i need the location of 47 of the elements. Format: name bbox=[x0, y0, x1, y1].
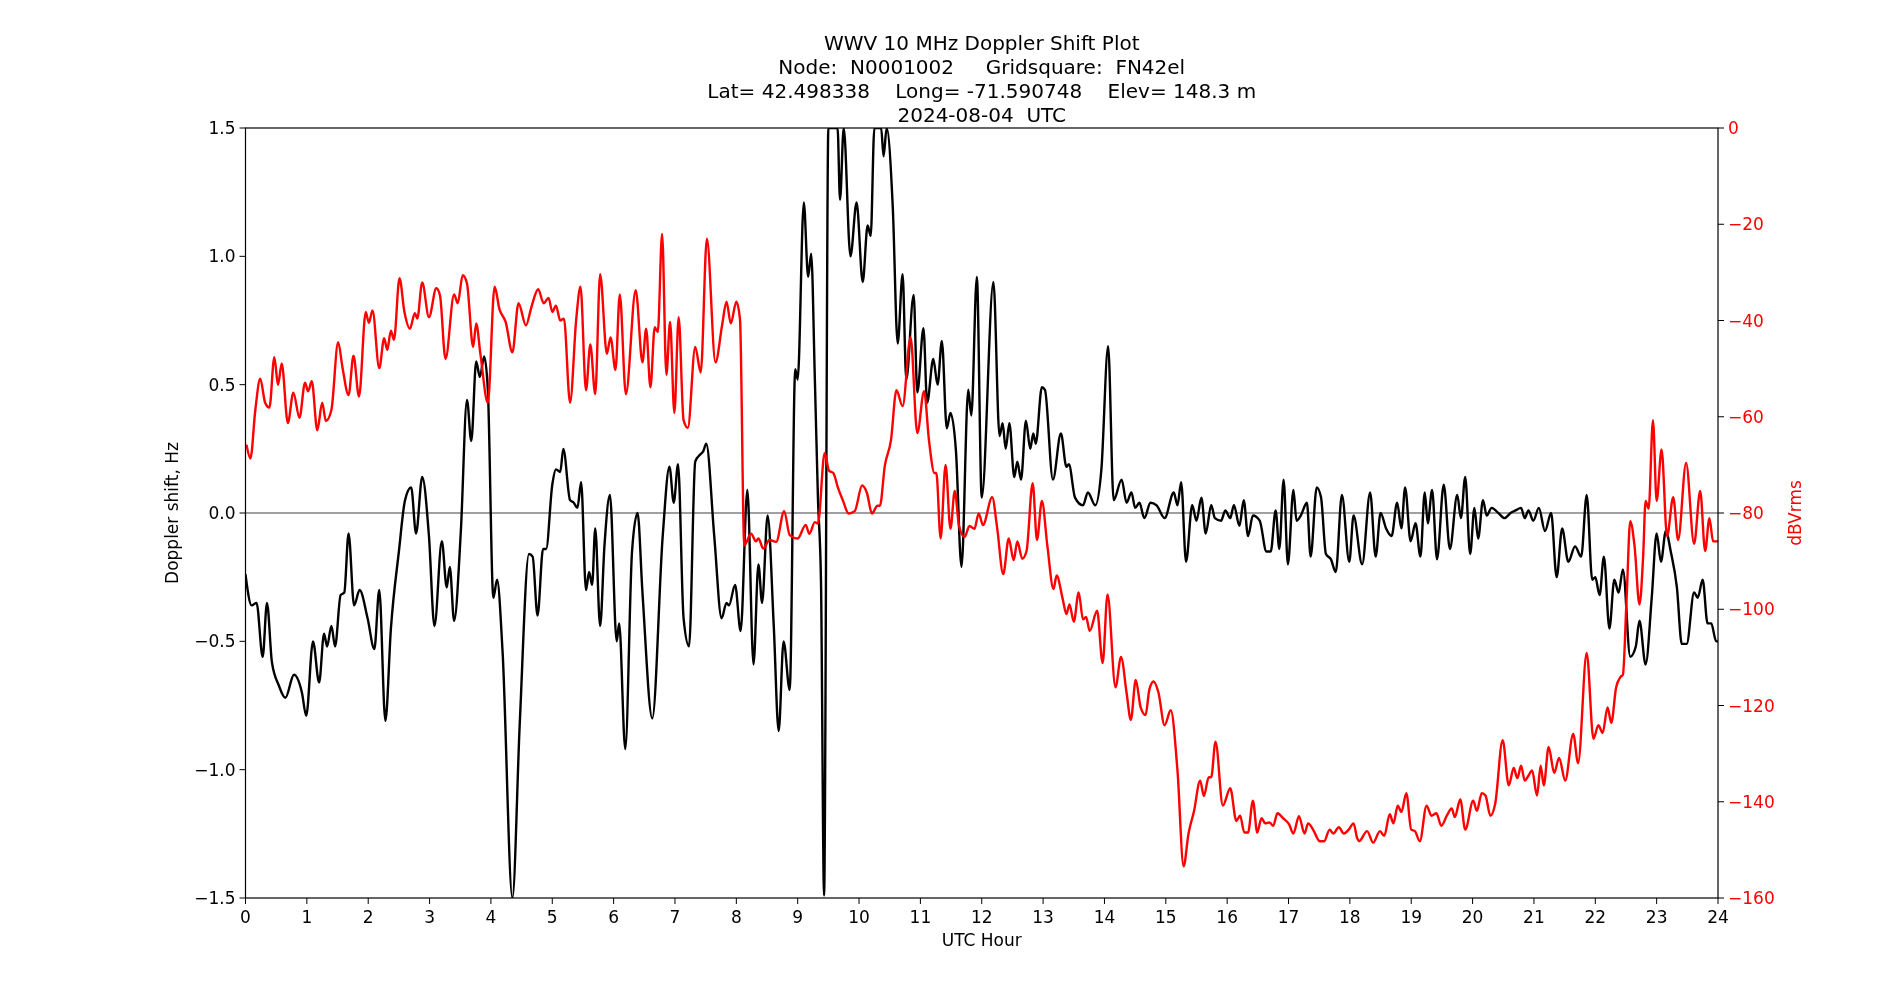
x-tick-label: 9 bbox=[792, 907, 804, 927]
y2-tick-label: 0 bbox=[1728, 118, 1739, 138]
x-tick-label: 16 bbox=[1216, 907, 1238, 927]
x-tick-label: 24 bbox=[1707, 907, 1729, 927]
y-tick-label: −1.0 bbox=[194, 759, 236, 780]
x-tick-label: 20 bbox=[1461, 907, 1484, 927]
x-tick-label: 2 bbox=[362, 907, 374, 927]
x-tick-label: 4 bbox=[485, 907, 497, 927]
x-tick-label: 15 bbox=[1154, 907, 1177, 927]
y-tick-label: 1.5 bbox=[208, 118, 236, 138]
x-tick-label: 12 bbox=[970, 907, 993, 927]
x-tick-label: 1 bbox=[301, 907, 313, 927]
y2-tick-label: −60 bbox=[1728, 406, 1764, 427]
x-tick-label: 11 bbox=[909, 907, 932, 927]
y2-tick-label: −20 bbox=[1728, 214, 1764, 235]
x-tick-label: 19 bbox=[1400, 907, 1423, 927]
y2-tick-label: −160 bbox=[1728, 888, 1775, 908]
x-tick-label: 8 bbox=[730, 907, 742, 927]
y2-axis-title: dBVrms bbox=[1785, 480, 1805, 546]
y2-tick-label: −120 bbox=[1728, 695, 1775, 716]
y-axis-title: Doppler shift, Hz bbox=[161, 441, 182, 584]
x-tick-label: 22 bbox=[1584, 907, 1607, 927]
y-tick-label: 0.0 bbox=[208, 503, 236, 523]
x-tick-label: 7 bbox=[669, 907, 681, 927]
x-tick-label: 14 bbox=[1093, 907, 1116, 927]
x-tick-label: 18 bbox=[1339, 907, 1361, 927]
y-tick-label: 0.5 bbox=[208, 374, 236, 395]
y2-tick-label: −40 bbox=[1728, 310, 1764, 331]
x-tick-label: 17 bbox=[1277, 907, 1300, 927]
y-tick-label: 1.0 bbox=[208, 246, 236, 267]
x-axis-title: UTC Hour bbox=[941, 930, 1022, 950]
chart-title: WWV 10 MHz Doppler Shift Plot bbox=[823, 31, 1140, 55]
y2-tick-label: −100 bbox=[1728, 599, 1775, 620]
x-tick-label: 23 bbox=[1645, 907, 1668, 927]
y-tick-label: −0.5 bbox=[194, 631, 236, 652]
y2-tick-label: −140 bbox=[1728, 791, 1775, 812]
x-tick-label: 5 bbox=[546, 907, 558, 927]
x-tick-label: 10 bbox=[848, 907, 870, 927]
line-series bbox=[245, 232, 1718, 868]
x-tick-label: 13 bbox=[1032, 907, 1054, 927]
x-tick-label: 3 bbox=[424, 907, 435, 927]
chart-subtitle: Node: N0001002 Gridsquare: FN42el Lat= 42.498338 Long= -71.590748 Elev= 148.3 m 2024-08-04 UTC bbox=[707, 55, 1257, 127]
x-tick-label: 6 bbox=[608, 907, 620, 927]
x-tick-label: 0 bbox=[240, 907, 251, 927]
y2-tick-label: −80 bbox=[1728, 503, 1764, 523]
x-tick-label: 21 bbox=[1523, 907, 1545, 927]
y-tick-label: −1.5 bbox=[194, 888, 236, 908]
